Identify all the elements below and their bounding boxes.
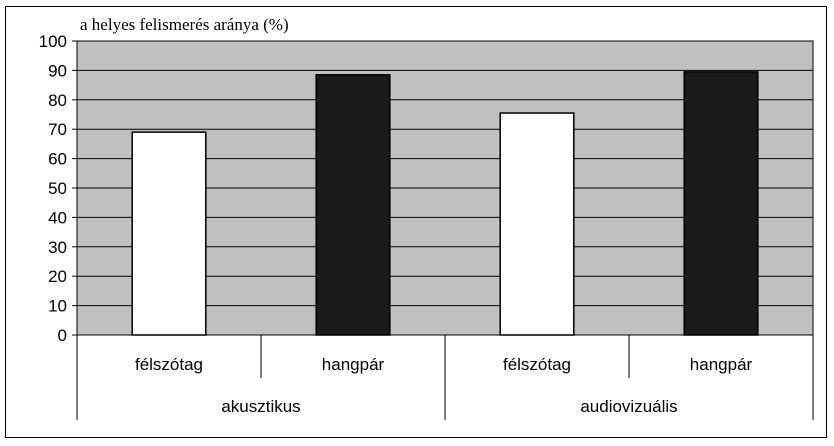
y-tick-label: 80 [48,91,67,110]
bars [131,71,759,336]
bar-0-1 [315,74,391,336]
bar-1-1 [683,71,759,336]
y-axis-ticks: 0 10 20 30 40 50 60 70 80 90 100 [39,32,78,345]
y-tick-label: 60 [48,150,67,169]
category-label: félszótag [135,355,203,374]
y-axis-label: a helyes felismerés aránya (%) [80,15,289,34]
x-axis-categories: félszótag hangpár akusztikus félszótag hangp… [76,335,814,420]
y-tick-label: 40 [48,208,67,227]
category-label: hangpár [690,355,753,374]
y-tick-label: 20 [48,267,67,286]
y-tick-label: 50 [48,179,67,198]
category-label: hangpár [322,355,385,374]
y-tick-label: 10 [48,297,67,316]
y-tick-label: 0 [58,326,67,345]
y-tick-label: 90 [48,61,67,80]
y-tick-label: 100 [39,32,67,51]
group-label: audiovizuális [580,397,677,416]
y-tick-label: 30 [48,238,67,257]
category-label: félszótag [503,355,571,374]
group-label: akusztikus [221,397,300,416]
bar-1-0 [499,112,575,336]
y-tick-label: 70 [48,120,67,139]
bar-0-0 [131,131,207,336]
